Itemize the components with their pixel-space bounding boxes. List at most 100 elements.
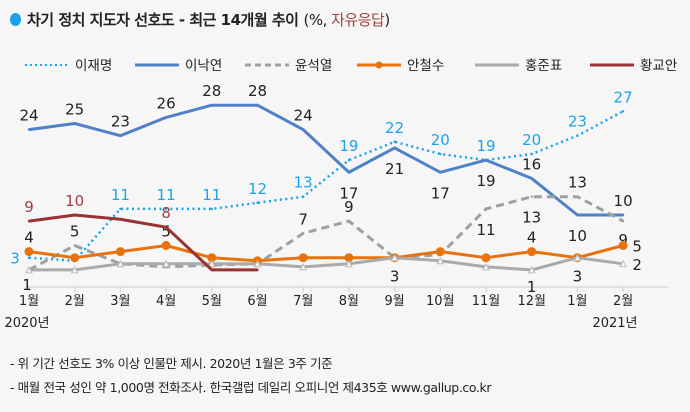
- series-황교안: [27, 213, 259, 272]
- legend-label: 홍준표: [525, 58, 562, 74]
- data-point: [256, 104, 259, 107]
- legend-label: 이낙연: [185, 58, 222, 74]
- x-tick-label: 3월: [110, 294, 130, 309]
- data-point: [619, 259, 627, 268]
- data-label: 1: [527, 278, 537, 296]
- data-point: [484, 158, 488, 162]
- footnote: - 위 기간 선호도 3% 이상 인물만 제시. 2020년 1월은 3주 기준: [10, 356, 333, 371]
- data-label: 13: [294, 174, 313, 192]
- data-point: [436, 256, 445, 265]
- data-point: [256, 268, 259, 272]
- data-point: [621, 110, 625, 113]
- data-point: [347, 219, 351, 223]
- data-point: [302, 195, 305, 198]
- data-label: 13: [568, 174, 587, 192]
- x-tick-label: 1월: [19, 294, 39, 309]
- data-point: [115, 247, 125, 257]
- data-point: [621, 213, 625, 217]
- data-label: 5: [161, 223, 171, 241]
- data-point: [530, 195, 533, 198]
- data-point: [393, 140, 396, 143]
- footnotes: - 위 기간 선호도 3% 이상 인물만 제시. 2020년 1월은 3주 기준…: [10, 352, 491, 400]
- data-point: [253, 259, 262, 268]
- data-label: 11: [111, 186, 130, 204]
- data-point: [530, 177, 533, 180]
- data-label: 27: [614, 88, 633, 106]
- data-point: [207, 259, 216, 268]
- series-홍준표: [25, 253, 627, 274]
- data-label: 9: [618, 231, 628, 249]
- data-label: 25: [65, 101, 84, 119]
- series-line: [28, 244, 624, 263]
- data-point: [621, 219, 625, 223]
- data-label: 20: [522, 131, 541, 149]
- data-label: 5: [632, 238, 642, 256]
- data-label: 11: [157, 186, 176, 204]
- data-point: [530, 152, 533, 156]
- data-label: 2: [632, 256, 642, 274]
- data-label: 26: [157, 94, 176, 112]
- data-point: [164, 207, 168, 211]
- data-point: [207, 253, 217, 263]
- data-point: [347, 158, 351, 162]
- data-point: [27, 256, 31, 259]
- data-label: 17: [431, 184, 450, 202]
- data-point: [210, 207, 213, 211]
- data-point: [119, 207, 122, 211]
- data-label: 5: [70, 223, 80, 241]
- series-line: [29, 256, 624, 272]
- data-point: [576, 134, 579, 137]
- data-point: [390, 253, 399, 262]
- data-label: 3: [10, 250, 20, 268]
- data-label: 13: [522, 209, 541, 227]
- data-point: [435, 247, 445, 257]
- data-label: 17: [339, 184, 358, 202]
- data-label: 24: [294, 107, 313, 125]
- data-point: [302, 128, 305, 131]
- data-point: [299, 262, 308, 271]
- title-main: 차기 정치 지도자 선호도 - 최근 14개월 추이: [27, 11, 299, 29]
- data-label: 4: [24, 229, 34, 247]
- data-point: [73, 244, 76, 247]
- data-point: [119, 218, 122, 221]
- data-point: [344, 253, 354, 263]
- x-tick-label: 1월: [567, 294, 587, 309]
- data-point: [347, 171, 351, 174]
- data-label: 19: [339, 137, 358, 155]
- data-point: [302, 232, 305, 235]
- data-point: [298, 253, 308, 263]
- x-tick-label: 5월: [202, 294, 222, 309]
- data-point: [73, 122, 76, 125]
- data-label: 21: [385, 160, 404, 178]
- x-tick-label: 2월: [613, 294, 633, 309]
- data-label: 3: [390, 268, 400, 286]
- data-label: 7: [298, 210, 308, 228]
- data-label: 19: [476, 137, 495, 155]
- data-point: [70, 253, 80, 263]
- data-point: [210, 104, 213, 107]
- data-point: [25, 265, 33, 274]
- data-label: 20: [431, 131, 450, 149]
- data-label: 10: [614, 192, 633, 210]
- data-label: 23: [111, 113, 130, 131]
- legend-label: 황교안: [640, 58, 677, 74]
- data-label: 10: [65, 192, 84, 210]
- data-point: [27, 128, 31, 131]
- series-line: [28, 110, 624, 262]
- chart-title: 차기 정치 지도자 선호도 - 최근 14개월 추이 (%, 자유응답): [10, 9, 390, 30]
- data-point: [481, 253, 491, 263]
- data-point: [618, 241, 628, 250]
- data-label: 28: [248, 82, 267, 100]
- series-line: [28, 213, 258, 272]
- x-tick-label: 2월: [65, 294, 85, 309]
- data-label: 11: [202, 186, 221, 204]
- data-point: [119, 134, 122, 137]
- data-label: 12: [248, 180, 267, 198]
- data-point: [24, 247, 34, 257]
- data-point: [439, 171, 442, 174]
- legend-label: 안철수: [407, 58, 444, 74]
- legend-label: 이재명: [75, 58, 112, 74]
- data-point: [576, 195, 579, 198]
- x-tick-label: 4월: [156, 294, 176, 309]
